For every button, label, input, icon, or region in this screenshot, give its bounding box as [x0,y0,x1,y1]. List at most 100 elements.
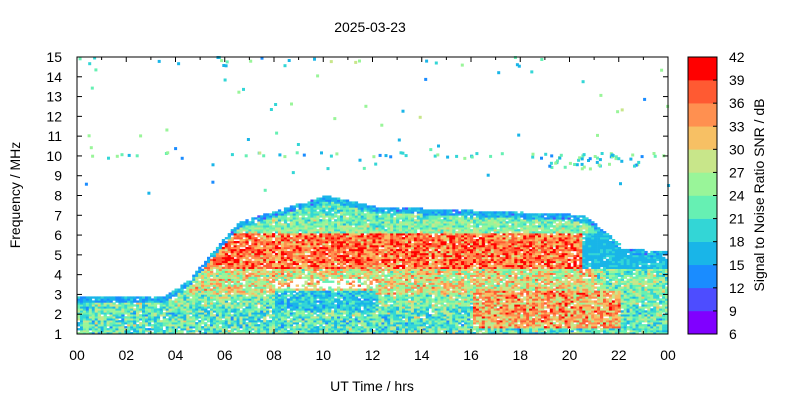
heatmap-cell [342,328,347,331]
heatmap-cell [342,211,347,214]
heatmap-cell [210,330,214,333]
heatmap-cell [227,318,231,321]
heatmap-cell [402,330,406,333]
heatmap-cell [399,231,403,234]
heatmap-cell [340,254,344,258]
heatmap-cell [298,203,302,206]
heatmap-cell [363,322,367,325]
heatmap-cell [277,260,282,264]
heatmap-cell [328,223,332,226]
heatmap-cell [334,298,338,301]
heatmap-cell [366,215,370,218]
heatmap-cell [91,296,96,299]
heatmap-cell [351,250,356,254]
heatmap-cell [402,294,406,297]
heatmap-cell [375,229,379,232]
heatmap-cell [348,304,353,307]
heatmap-cell [82,330,87,333]
heatmap-cell [313,302,317,305]
heatmap-cell [192,296,196,299]
heatmap-cell [80,320,84,323]
heatmap-cell [215,260,220,264]
heatmap-cell [147,296,152,299]
heatmap-cell [408,221,412,224]
heatmap-cell [381,235,385,238]
heatmap-cell [248,227,252,230]
heatmap-cell [251,254,255,258]
heatmap-cell [260,246,264,250]
heatmap-cell [381,326,385,329]
heatmap-cell [204,262,208,266]
heatmap-cell [304,296,308,299]
heatmap-cell [218,256,223,260]
heatmap-cell [215,256,220,260]
heatmap-cell [177,288,181,291]
heatmap-cell [351,328,356,331]
heatmap-cell [322,300,326,303]
heatmap-cell [195,286,199,289]
heatmap-cell [177,296,181,299]
heatmap-cell [260,324,264,327]
heatmap-cell [189,298,193,301]
heatmap-cell [384,328,388,331]
heatmap-cell [162,330,166,333]
chart-title: 2025-03-23 [334,19,406,35]
heatmap-cell [91,308,96,311]
heatmap-cell [375,286,379,289]
heatmap-cell [345,233,350,236]
heatmap-cell [94,316,98,319]
heatmap-cell [283,316,288,319]
heatmap-cell [224,272,229,275]
heatmap-cell [416,294,421,297]
heatmap-cell [319,332,323,335]
heatmap-cell [348,320,353,323]
heatmap-cell [177,308,181,311]
heatmap-cell [248,272,252,275]
heatmap-cell [286,264,291,268]
heatmap-cell [212,264,217,268]
heatmap-cell [204,330,208,333]
heatmap-cell [221,239,226,242]
heatmap-cell [210,288,214,291]
heatmap-cell [133,320,137,323]
heatmap-cell [186,330,190,333]
heatmap-cell [289,215,294,218]
heatmap-cell [313,268,317,271]
heatmap-cell [207,268,211,271]
heatmap-cell [331,310,335,313]
heatmap-cell [168,304,172,307]
heatmap-cell [289,268,294,271]
heatmap-cell [357,304,361,307]
heatmap-cell [142,310,146,313]
heatmap-cell [402,304,406,307]
heatmap-cell [340,268,344,271]
heatmap-cell [378,225,382,228]
heatmap-cell [183,312,187,315]
heatmap-cell [410,256,415,260]
heatmap-cell [204,302,208,305]
heatmap-cell [354,233,359,236]
heatmap-cell [180,308,184,311]
heatmap-cell [322,237,326,240]
heatmap-cell [254,262,258,266]
heatmap-cell [384,229,388,232]
heatmap-cell [298,207,302,210]
heatmap-cell [239,266,243,269]
heatmap-cell [408,245,412,248]
heatmap-cell [147,302,152,305]
heatmap-cell [342,201,347,204]
heatmap-cell [269,245,273,248]
heatmap-cell [348,252,353,256]
heatmap-cell [366,264,370,268]
heatmap-cell [236,304,240,307]
heatmap-cell [366,310,370,313]
heatmap-cell [227,282,231,285]
heatmap-cell [325,280,329,283]
heatmap-cell [159,304,163,307]
heatmap-cell [316,237,320,240]
heatmap-cell [399,233,403,236]
heatmap-cell [357,284,361,287]
heatmap-cell [354,213,359,216]
heatmap-cell [298,320,302,323]
heatmap-cell [97,314,101,317]
